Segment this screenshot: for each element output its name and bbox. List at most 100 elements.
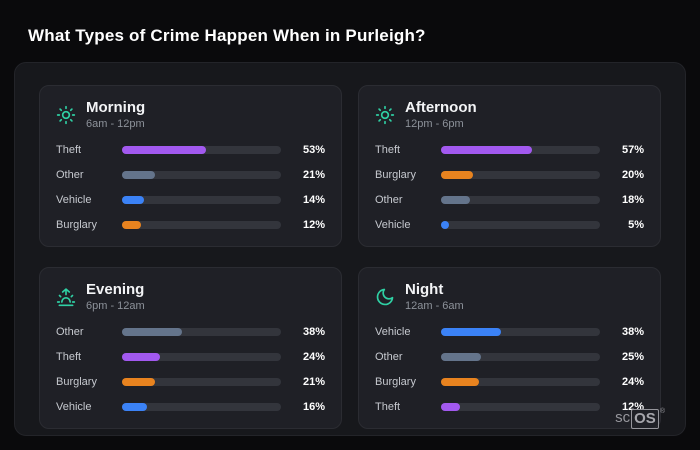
bar-fill (122, 221, 142, 229)
bar-track (122, 146, 281, 154)
crime-label: Burglary (56, 219, 97, 231)
brand-suffix: OS (631, 409, 659, 429)
crime-row: Vehicle 14% (56, 194, 325, 206)
card-subtitle: 12pm - 6pm (405, 118, 464, 130)
bar-fill (441, 403, 461, 411)
crime-row: Vehicle 38% (375, 326, 644, 338)
brand-prefix: sc (615, 409, 631, 426)
crime-percent: 24% (302, 351, 325, 363)
crime-row: Theft 53% (56, 144, 325, 156)
moon-icon (375, 287, 395, 307)
crime-label: Theft (375, 144, 401, 156)
crime-row: Burglary 20% (375, 169, 644, 181)
card-title: Evening (86, 281, 145, 298)
cards-grid: Morning 6am - 12pm Theft 53% Other 21% V… (39, 85, 661, 429)
crime-row: Other 25% (375, 351, 644, 363)
bar-rows: Other 38% Theft 24% Burglary 21% Vehicle (56, 326, 325, 413)
bar-track (122, 221, 281, 229)
crime-row: Other 18% (375, 194, 644, 206)
card-night: Night 12am - 6am Vehicle 38% Other 25% B… (358, 267, 661, 429)
crime-label: Theft (56, 144, 82, 156)
bar-track (122, 171, 281, 179)
card-header: Night 12am - 6am (375, 281, 644, 312)
bar-track (122, 196, 281, 204)
bar-fill (441, 378, 480, 386)
bar-fill (441, 146, 532, 154)
crime-row: Other 38% (56, 326, 325, 338)
crime-label: Other (375, 351, 403, 363)
card-afternoon: Afternoon 12pm - 6pm Theft 57% Burglary … (358, 85, 661, 247)
crime-label: Vehicle (375, 219, 411, 231)
card-header: Afternoon 12pm - 6pm (375, 99, 644, 130)
page-title: What Types of Crime Happen When in Purle… (28, 26, 426, 45)
crime-percent: 21% (302, 169, 325, 181)
card-morning: Morning 6am - 12pm Theft 53% Other 21% V… (39, 85, 342, 247)
crime-label: Theft (375, 401, 401, 413)
crime-percent: 18% (621, 194, 644, 206)
crime-percent: 14% (302, 194, 325, 206)
bar-track (441, 378, 600, 386)
page-header: What Types of Crime Happen When in Purle… (0, 0, 700, 62)
bar-rows: Vehicle 38% Other 25% Burglary 24% Theft (375, 326, 644, 413)
crime-label: Vehicle (56, 401, 92, 413)
crime-row: Other 21% (56, 169, 325, 181)
bar-fill (122, 328, 183, 336)
sun-icon (375, 105, 395, 125)
bar-rows: Theft 57% Burglary 20% Other 18% Vehicle (375, 144, 644, 231)
crime-percent: 24% (621, 376, 644, 388)
crime-percent: 53% (302, 144, 325, 156)
bar-fill (122, 353, 161, 361)
crime-row: Theft 12% (375, 401, 644, 413)
crime-percent: 25% (621, 351, 644, 363)
bar-fill (441, 171, 473, 179)
bar-fill (122, 146, 207, 154)
bar-fill (122, 196, 145, 204)
crime-percent: 16% (302, 401, 325, 413)
brand-logo: sc OS ® (615, 408, 665, 429)
crime-label: Vehicle (56, 194, 92, 206)
crime-row: Burglary 24% (375, 376, 644, 388)
bar-fill (441, 353, 481, 361)
crime-percent: 5% (628, 219, 644, 231)
crime-percent: 12% (302, 219, 325, 231)
bar-fill (122, 403, 148, 411)
card-title: Night (405, 281, 444, 298)
bar-track (122, 353, 281, 361)
crime-row: Vehicle 5% (375, 219, 644, 231)
bar-fill (441, 328, 502, 336)
card-title: Afternoon (405, 99, 477, 116)
bar-track (122, 378, 281, 386)
card-evening: Evening 6pm - 12am Other 38% Theft 24% B… (39, 267, 342, 429)
crime-label: Burglary (56, 376, 97, 388)
bar-track (441, 403, 600, 411)
card-header: Evening 6pm - 12am (56, 281, 325, 312)
crime-percent: 20% (621, 169, 644, 181)
card-subtitle: 6am - 12pm (86, 118, 145, 130)
crime-label: Other (375, 194, 403, 206)
crime-label: Other (56, 326, 84, 338)
card-header: Morning 6am - 12pm (56, 99, 325, 130)
crime-row: Burglary 21% (56, 376, 325, 388)
bar-track (122, 403, 281, 411)
sunset-icon (56, 287, 76, 307)
sun-icon (56, 105, 76, 125)
crime-label: Other (56, 169, 84, 181)
crime-label: Burglary (375, 169, 416, 181)
crime-label: Burglary (375, 376, 416, 388)
bar-track (441, 221, 600, 229)
bar-track (122, 328, 281, 336)
crime-percent: 21% (302, 376, 325, 388)
bar-fill (441, 221, 449, 229)
crime-percent: 38% (621, 326, 644, 338)
crime-row: Theft 24% (56, 351, 325, 363)
crime-label: Theft (56, 351, 82, 363)
bar-fill (122, 171, 156, 179)
bar-fill (122, 378, 156, 386)
registered-mark: ® (659, 408, 665, 415)
card-subtitle: 12am - 6am (405, 300, 464, 312)
bar-track (441, 328, 600, 336)
bar-track (441, 353, 600, 361)
crime-row: Theft 57% (375, 144, 644, 156)
card-title: Morning (86, 99, 146, 116)
crime-row: Burglary 12% (56, 219, 325, 231)
